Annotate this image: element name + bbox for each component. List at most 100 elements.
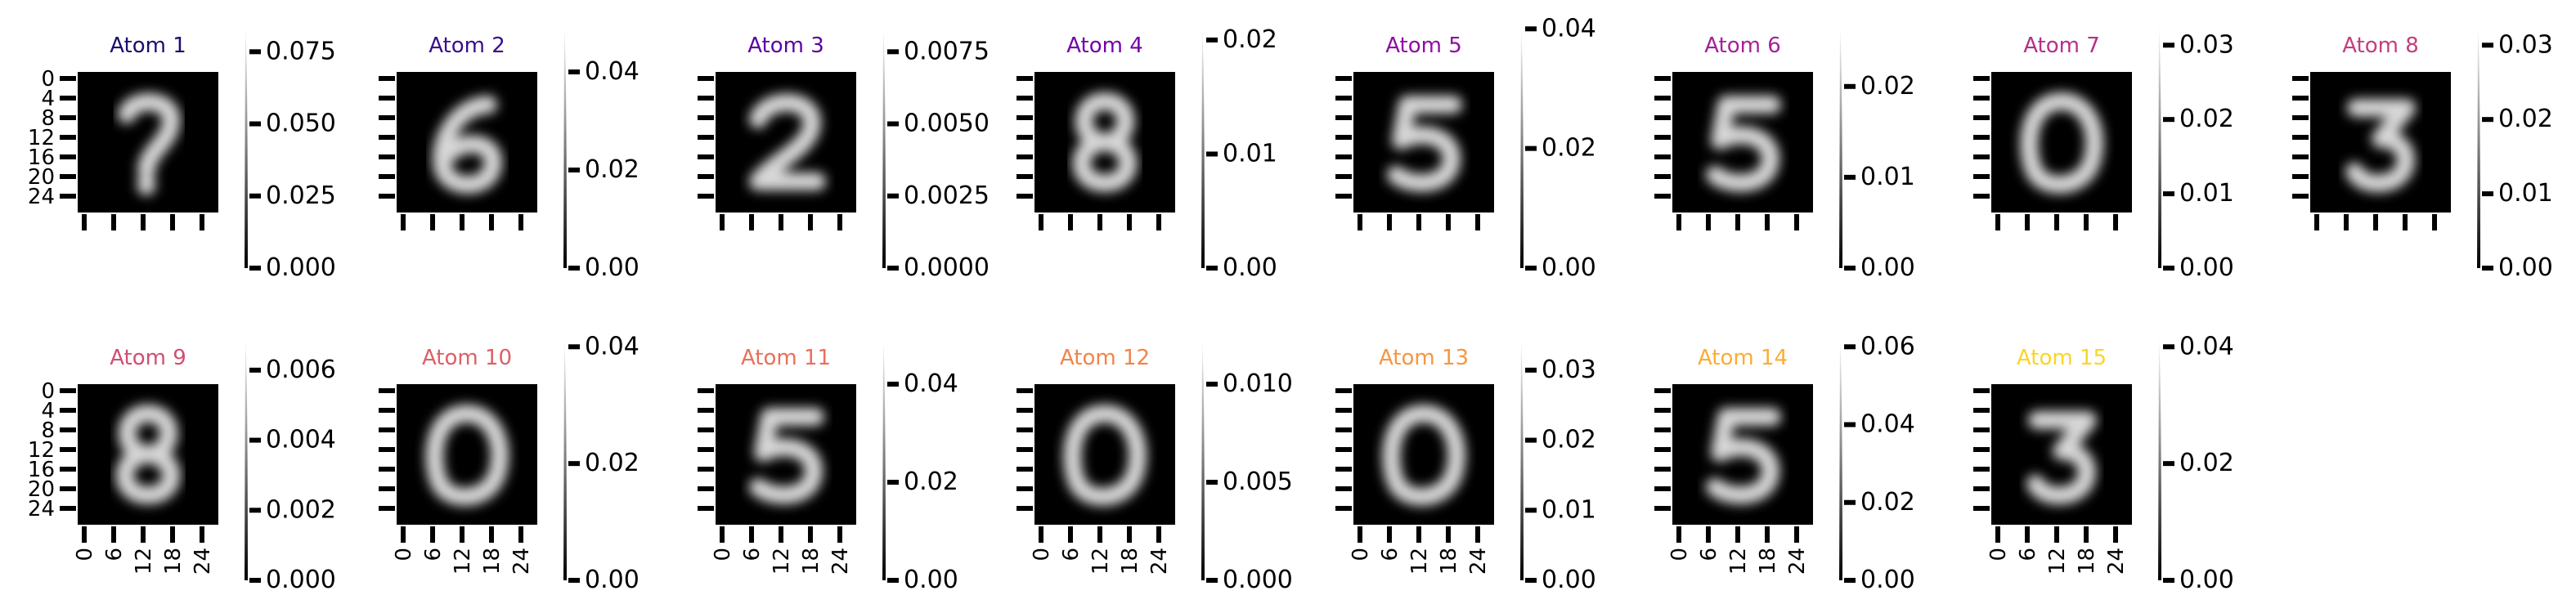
atom-image [78, 72, 218, 213]
colorbar-tick-label: 0.02 [1860, 488, 1915, 517]
image-xtick [720, 214, 725, 230]
image-xtick-label: 18 [480, 548, 505, 575]
image-ytick [60, 506, 76, 511]
colorbar-tick-label: 0.00 [585, 253, 640, 282]
image-xtick [1387, 526, 1392, 543]
image-xtick-label: 0 [711, 548, 735, 562]
colorbar-tick-label: 0.02 [1223, 25, 1277, 54]
image-ytick [2292, 194, 2309, 199]
image-xtick-label: 0 [1986, 548, 2011, 562]
atom-panel: Atom 12 0 6 12 18 24 [1016, 346, 1175, 575]
colorbar-tick [1206, 37, 1218, 43]
colorbar-tick [887, 49, 899, 55]
colorbar-tick [1525, 508, 1537, 513]
image-xtick [2054, 214, 2059, 230]
image-ytick [60, 427, 76, 432]
image-ytick [1335, 76, 1352, 81]
colorbar-tick-label: 0.006 [266, 356, 336, 384]
image-ytick [1335, 408, 1352, 413]
colorbar-tick [2163, 43, 2174, 48]
digit-blur [1387, 96, 1462, 192]
image-xtick-label: 24 [191, 548, 215, 575]
atom-panel: Atom 13 0 6 12 18 24 [1335, 346, 1494, 575]
image-xtick [2025, 214, 2030, 230]
image-ytick [1016, 427, 1033, 432]
atom-panel: Atom 10 0 6 12 18 24 [379, 346, 537, 575]
colorbar: 0.00 0.02 0.04 0.06 [1839, 332, 1915, 594]
colorbar-tick [568, 168, 580, 172]
colorbar-tick-label: 0.0025 [904, 181, 990, 210]
atom-panel: Atom 14 0 6 12 18 24 [1654, 346, 1813, 575]
digit-blur [749, 93, 826, 190]
colorbar: 0.000 0.025 0.050 0.075 [245, 23, 336, 282]
atom-panel: Atom 4 [1016, 34, 1175, 230]
image-xtick [1765, 526, 1770, 543]
image-xtick [1475, 214, 1480, 230]
digit-stroke [425, 405, 509, 506]
colorbar-tick-label: 0.04 [585, 332, 640, 360]
colorbar-tick [2163, 266, 2174, 271]
atom-image [716, 384, 856, 525]
colorbar-gradient [2158, 23, 2161, 268]
colorbar-tick [1206, 480, 1218, 485]
image-ytick [1654, 76, 1671, 81]
image-ytick [698, 388, 714, 393]
colorbar-tick [568, 69, 580, 74]
digit-stroke [1706, 96, 1781, 192]
atom-image [2310, 72, 2451, 213]
colorbar-tick [2163, 344, 2174, 350]
colorbar: 0.00 0.01 0.02 0.03 [2477, 23, 2553, 282]
colorbar-tick [887, 578, 899, 583]
image-xtick [141, 214, 146, 230]
atom-panel: Atom 3 [698, 34, 856, 230]
image-xtick [2054, 526, 2059, 543]
image-xtick [808, 214, 813, 230]
image-ytick [1016, 76, 1033, 81]
colorbar-tick-label: 0.04 [1860, 410, 1915, 439]
atom-image [397, 72, 537, 213]
colorbar-tick-label: 0.00 [1542, 253, 1596, 282]
image-ytick [1335, 506, 1352, 511]
image-ytick [1973, 154, 1990, 159]
colorbar-tick-label: 0.010 [1223, 369, 1293, 398]
digit-blur [749, 408, 824, 504]
image-ytick [1973, 174, 1990, 179]
colorbar: 0.00 0.01 0.02 [1839, 23, 1915, 282]
colorbar-tick [887, 382, 899, 387]
colorbar-tick [249, 266, 261, 271]
image-xtick-label: 18 [161, 548, 186, 575]
image-xtick [749, 526, 754, 543]
colorbar-tick-label: 0.01 [2179, 179, 2234, 208]
digit-blur [2026, 411, 2097, 505]
image-ytick [60, 96, 76, 101]
image-ytick [2292, 174, 2309, 179]
image-xtick-label: 6 [421, 548, 446, 562]
colorbar-tick [2482, 117, 2493, 123]
image-ytick [2292, 96, 2309, 101]
image-xtick [1039, 214, 1043, 230]
image-ytick [1016, 486, 1033, 491]
colorbar-tick [887, 266, 899, 271]
image-xtick [1706, 214, 1711, 230]
image-ytick [1016, 154, 1033, 159]
digit-stroke [2020, 92, 2104, 194]
colorbar-tick-label: 0.00 [585, 566, 640, 594]
image-ytick [379, 506, 395, 511]
colorbar-gradient [245, 335, 248, 580]
atom-title: Atom 4 [1066, 34, 1143, 58]
image-ytick [1016, 135, 1033, 140]
image-ytick [379, 408, 395, 413]
image-ytick [1335, 115, 1352, 120]
colorbar: 0.00 0.02 0.04 [563, 23, 640, 282]
image-xtick [2025, 526, 2030, 543]
image-xtick-label: 12 [2045, 548, 2070, 575]
colorbar-tick [1206, 266, 1218, 271]
image-xtick-label: 24 [1466, 548, 1491, 575]
colorbar-tick-label: 0.04 [1542, 14, 1596, 43]
colorbar-tick [2482, 43, 2493, 48]
image-ytick [1335, 96, 1352, 101]
image-ytick [1016, 408, 1033, 413]
image-xtick [837, 526, 842, 543]
